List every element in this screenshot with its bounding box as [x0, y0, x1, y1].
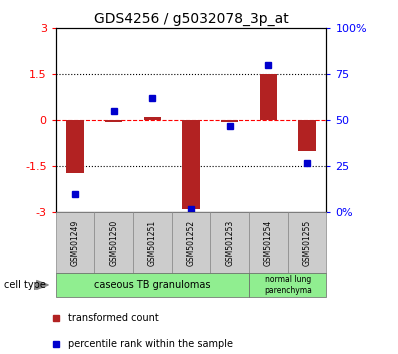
Bar: [56, 273, 249, 297]
Text: normal lung
parenchyma: normal lung parenchyma: [264, 275, 312, 295]
Text: GSM501251: GSM501251: [148, 219, 157, 266]
Text: percentile rank within the sample: percentile rank within the sample: [68, 339, 233, 349]
Bar: [221, 120, 238, 122]
Bar: [182, 120, 200, 209]
Bar: [66, 120, 84, 172]
Text: GSM501255: GSM501255: [302, 219, 312, 266]
Text: GDS4256 / g5032078_3p_at: GDS4256 / g5032078_3p_at: [94, 12, 289, 27]
Bar: [172, 212, 211, 273]
Bar: [249, 212, 288, 273]
Text: GSM501250: GSM501250: [109, 219, 118, 266]
Text: transformed count: transformed count: [68, 313, 159, 323]
Bar: [105, 120, 123, 122]
Bar: [94, 212, 133, 273]
Bar: [288, 212, 326, 273]
Bar: [249, 273, 326, 297]
Text: caseous TB granulomas: caseous TB granulomas: [94, 280, 211, 290]
Text: GSM501254: GSM501254: [264, 219, 273, 266]
Bar: [211, 212, 249, 273]
Bar: [133, 212, 172, 273]
Text: cell type: cell type: [4, 280, 46, 290]
Text: GSM501252: GSM501252: [187, 219, 195, 266]
Text: GSM501249: GSM501249: [70, 219, 80, 266]
Bar: [144, 117, 161, 120]
Polygon shape: [37, 280, 49, 290]
Bar: [298, 120, 316, 151]
Bar: [56, 212, 94, 273]
Text: GSM501253: GSM501253: [225, 219, 234, 266]
Bar: [259, 74, 277, 120]
